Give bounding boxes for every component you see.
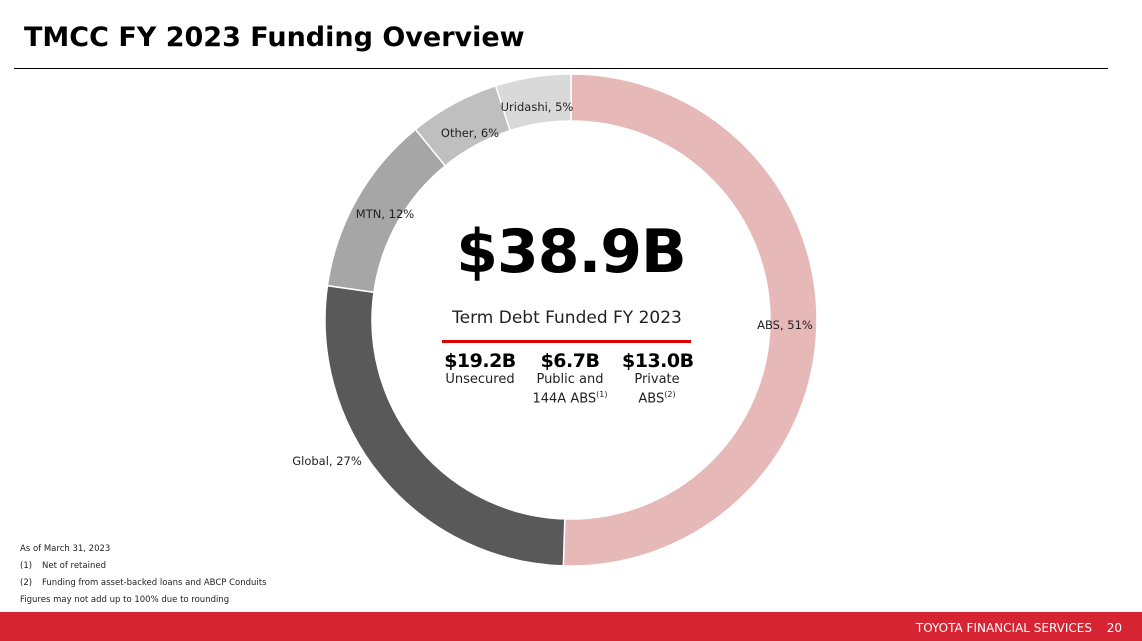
footnote-number: (2) [20, 578, 33, 588]
breakdown-label: Private ABS [634, 372, 680, 407]
footer-bar: TOYOTA FINANCIAL SERVICES 20 [0, 612, 1142, 641]
title-divider [14, 68, 1108, 69]
donut-slice-abs [562, 73, 818, 567]
footnote-text: Funding from asset-backed loans and ABCP… [42, 578, 267, 588]
breakdown-unsecured: $19.2B Unsecured [435, 350, 525, 387]
total-subtitle: Term Debt Funded FY 2023 [452, 308, 682, 328]
page-number: 20 [1106, 621, 1122, 635]
as-of-note: As of March 31, 2023 [20, 544, 111, 554]
breakdown-public-abs: $6.7B Public and 144A ABS(1) [532, 350, 608, 406]
breakdown-value: $6.7B [540, 350, 600, 372]
rounding-note: Figures may not add up to 100% due to ro… [20, 595, 230, 605]
accent-divider [442, 340, 691, 343]
breakdown-private-abs: $13.0B Private ABS(2) [622, 350, 694, 407]
footnotes: As of March 31, 2023 (1) Net of retained … [20, 541, 267, 609]
data-label-mtn: MTN, 12% [355, 207, 415, 221]
breakdown-label: Public and 144A ABS [532, 372, 604, 407]
footer-brand: TOYOTA FINANCIAL SERVICES [915, 621, 1092, 635]
page-title: TMCC FY 2023 Funding Overview [24, 22, 525, 53]
data-label-abs: ABS, 51% [757, 318, 813, 332]
footnote-number: (1) [20, 561, 33, 571]
footnote-ref: (2) [664, 390, 676, 399]
total-amount: $38.9B [456, 217, 687, 287]
footnote-ref: (1) [596, 390, 608, 399]
data-label-other: Other, 6% [440, 126, 500, 140]
data-label-uridashi: Uridashi, 5% [500, 100, 574, 114]
breakdown-label: Unsecured [445, 372, 515, 387]
breakdown-value: $13.0B [622, 350, 694, 372]
footnote-text: Net of retained [42, 561, 106, 571]
donut-slice-uridashi [494, 73, 572, 132]
breakdown-value: $19.2B [444, 350, 516, 372]
data-label-global: Global, 27% [292, 454, 362, 468]
